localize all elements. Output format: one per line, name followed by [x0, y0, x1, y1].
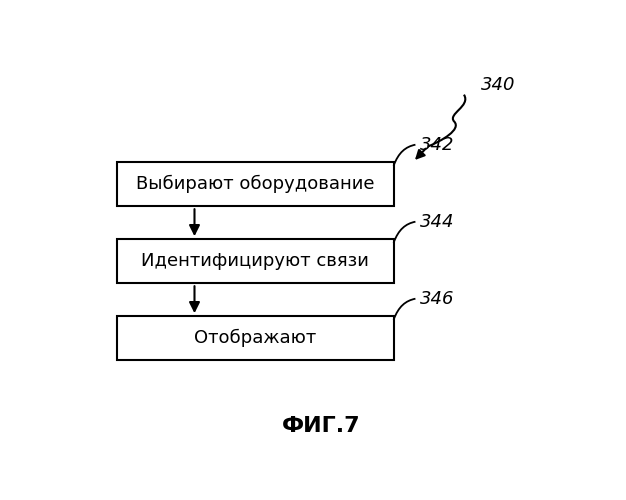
Text: Идентифицируют связи: Идентифицируют связи	[141, 252, 369, 270]
Text: ФИГ.7: ФИГ.7	[282, 416, 360, 436]
Bar	[117, 316, 394, 360]
Text: Выбирают оборудование: Выбирают оборудование	[136, 175, 374, 194]
Text: Отображают: Отображают	[194, 329, 317, 347]
Text: 340: 340	[481, 76, 515, 94]
Bar	[117, 239, 394, 284]
Text: 346: 346	[420, 290, 454, 308]
Bar	[117, 162, 394, 206]
Text: 344: 344	[420, 212, 454, 230]
Text: 342: 342	[420, 136, 454, 154]
